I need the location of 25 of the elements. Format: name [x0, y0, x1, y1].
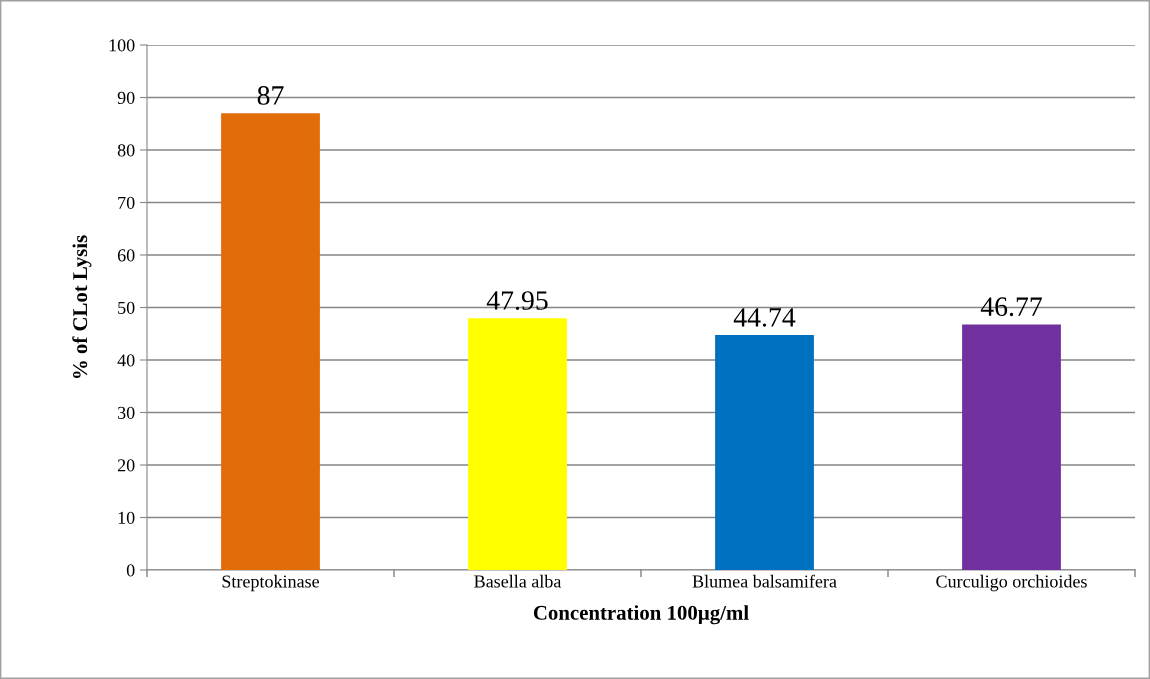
y-tick-label: 10 — [118, 511, 135, 524]
y-tick-label: 60 — [117, 249, 135, 262]
y-tick-label: 30 — [118, 406, 135, 419]
y-tick-label: 80 — [117, 144, 135, 157]
bar — [962, 324, 1061, 570]
bar — [468, 318, 567, 570]
bar — [715, 335, 814, 570]
data-label: 46.77 — [980, 297, 1042, 317]
y-axis-title: % of CLot Lysis — [72, 235, 92, 378]
y-tick-label: 20 — [117, 459, 135, 472]
data-label: 47.95 — [486, 291, 548, 310]
x-tick-label: Streptokinase — [222, 574, 320, 592]
y-tick-label: 50 — [118, 301, 135, 314]
x-axis-title: Concentration 100µg/ml — [533, 605, 749, 625]
x-tick-label: Curculigo orchioides — [936, 574, 1087, 592]
y-tick-label: 100 — [109, 39, 135, 52]
y-tick-label: 40 — [117, 354, 135, 367]
y-tick-label: 0 — [126, 564, 135, 577]
x-tick-label: Blumea balsamifera — [692, 574, 837, 588]
data-label: 87 — [257, 86, 284, 105]
x-tick-label: Basella alba — [474, 574, 562, 588]
y-tick-label: 70 — [118, 196, 135, 209]
data-label: 44.74 — [733, 308, 796, 327]
y-tick-label: 90 — [117, 91, 135, 104]
bar — [221, 113, 320, 570]
